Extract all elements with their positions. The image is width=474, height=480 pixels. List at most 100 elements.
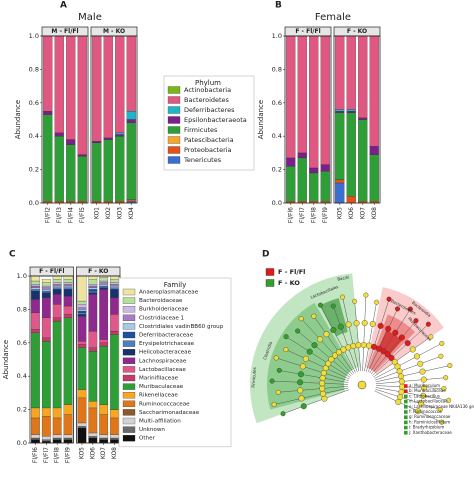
tree-node [328,356,335,363]
bar-segment [346,109,356,112]
x-tick-label: Fl/Fl6 [287,207,294,223]
tree-node [437,407,443,413]
bar-segment [99,285,109,288]
bar-segment [115,132,125,135]
bar-segment [286,166,296,202]
y-tick-label: 0.0 [272,199,282,207]
x-tick-label: Fl/Fl5 [79,207,86,223]
legend-swatch [122,366,136,373]
y-tick-label: 0.4 [272,132,282,140]
tree-node [336,349,343,356]
key-label: f: Ruminococcus [409,409,442,414]
x-tick-label: KO4 [128,207,135,219]
tree-node [409,346,416,353]
bar-segment [369,154,379,202]
bar-segment [110,417,119,435]
bar-segment [52,417,62,435]
tree-node [271,401,277,407]
bar-segment [63,282,73,285]
bar-segment [31,289,40,292]
bar-segment [110,434,119,439]
key-label: c: Lactobacillus [409,393,440,398]
legend-label: Tenericutes [183,156,222,164]
bar-segment [99,437,109,440]
tree-node [319,375,326,382]
tree-node [330,327,337,334]
x-tick-label: KO7 [100,447,107,459]
bar-segment [66,35,76,140]
y-axis-label: Abundance [257,100,265,139]
legend-label: Bacteroidetes [184,96,230,104]
tree-branch [342,297,360,372]
bar-segment [309,172,319,202]
legend-label: F - Fl/Fl [278,268,305,276]
clade-label: Firmicutes [251,367,257,388]
bar-segment [110,439,119,444]
legend-swatch [122,392,136,399]
bar-segment [92,141,102,144]
bar-segment [99,439,109,444]
bar-segment [52,434,62,439]
bar-segment [52,294,62,305]
bar-segment [110,279,119,283]
legend-swatch [167,106,181,114]
tree-node [330,303,336,309]
legend-swatch [167,136,181,144]
bar-segment [77,35,87,155]
tree-node [297,371,304,378]
x-tick-label: KO1 [93,207,100,219]
bar-segment [110,282,119,285]
bar-segment [335,112,345,180]
bar-segment [52,289,62,295]
tree-branch [362,295,367,372]
tree-branch [278,385,349,393]
bar-segment [286,157,296,167]
tree-node [398,373,405,380]
bar-segment [358,117,368,120]
bar-segment [63,295,73,307]
bar-segment [88,294,98,332]
legend-label: Rikenellaceae [139,393,178,399]
tree-node [396,368,403,375]
tree-node [369,320,376,327]
bar-segment [103,137,113,140]
bar-segment [99,434,109,439]
key-label: h: Ruminiclostridium [409,419,450,424]
tree-branch [374,390,442,423]
legend-swatch [167,156,181,164]
y-tick-label: 1.0 [29,32,39,40]
facet-label: F - Fl/Fl [295,28,320,35]
tree-node [298,316,304,322]
key-label: i: Bradyrhizobium [409,425,444,430]
bar-segment [126,122,136,200]
bar-segment [77,307,87,310]
tree-node [438,353,444,359]
tree-branch [274,387,349,405]
bar-segment [103,139,113,202]
tree-node [413,318,419,324]
legend-swatch [122,314,136,321]
bar-segment [63,287,73,290]
bar-segment [31,439,40,444]
bar-segment [110,275,119,280]
tree-branch [375,388,441,410]
legend-label: Anaeroplasmataceae [139,290,199,296]
key-swatch [404,425,408,430]
bar-segment [88,351,98,402]
tree-branch [297,330,352,377]
bar-segment [358,119,368,202]
bar-segment [54,35,64,133]
key-swatch [404,415,408,419]
bar-segment [31,285,40,288]
bar-segment [63,439,73,444]
tree-node [394,306,400,312]
legend-label: Deferribacteraceae [139,333,194,339]
tree-branch [333,305,358,372]
bar-segment [77,422,87,427]
bar-segment [66,139,76,145]
bar-segment [88,284,98,287]
bar-segment [88,330,98,348]
tree-branch [367,308,398,373]
tree-node [317,302,323,308]
tree-node [443,375,449,381]
